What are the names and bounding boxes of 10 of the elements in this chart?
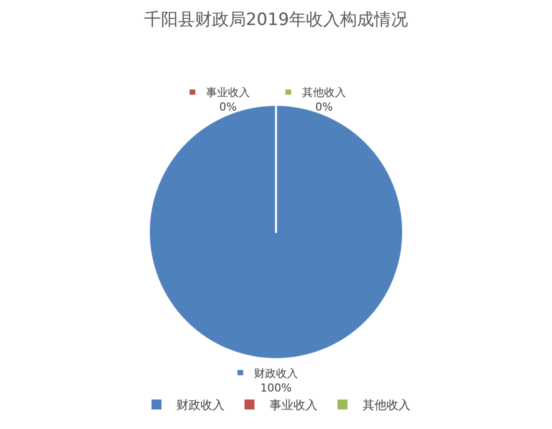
chart-title: 千阳县财政局2019年收入构成情况 — [144, 10, 408, 30]
legend-label: 其他收入 — [362, 398, 410, 412]
legend-label: 财政收入 — [254, 367, 298, 380]
text: 0% — [219, 100, 237, 114]
category-label: 其他收入 — [302, 86, 346, 99]
data-label: 100% — [260, 381, 292, 394]
category-label: 财政收入 — [176, 398, 224, 412]
text: 0% — [315, 100, 333, 114]
legend-label: 事业收入 — [270, 398, 318, 412]
category-label: 事业收入 — [206, 86, 250, 99]
